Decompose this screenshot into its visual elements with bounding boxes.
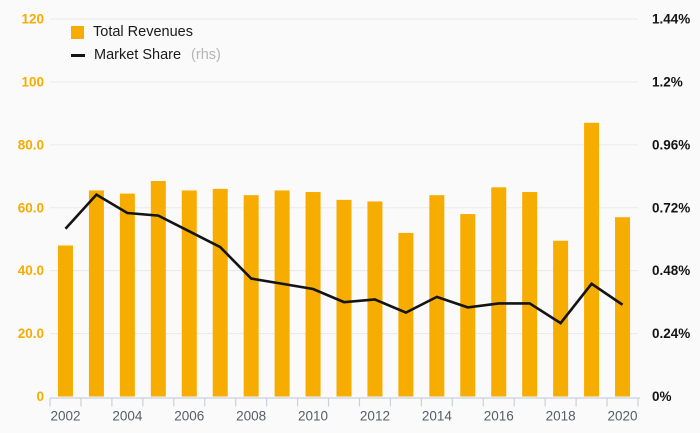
y-axis-left-label: 20.0 bbox=[18, 326, 44, 341]
bar-2013 bbox=[398, 232, 414, 397]
legend-label-market-share: Market Share bbox=[94, 47, 182, 63]
x-axis-label-2012: 2012 bbox=[360, 409, 390, 424]
bar-2003 bbox=[88, 190, 104, 397]
x-axis-label-2018: 2018 bbox=[546, 409, 576, 424]
bar-2015 bbox=[460, 214, 476, 397]
market-share-line-icon bbox=[71, 54, 85, 57]
legend-label-total-revenues: Total Revenues bbox=[93, 24, 193, 40]
bar-2019 bbox=[584, 122, 600, 397]
y-axis-left-label: 80.0 bbox=[18, 137, 44, 152]
y-axis-right-label: 0.96% bbox=[652, 137, 690, 152]
bar-2018 bbox=[553, 240, 569, 397]
x-axis-label-2010: 2010 bbox=[298, 409, 328, 424]
x-axis-label-2008: 2008 bbox=[236, 409, 266, 424]
x-axis-label-2004: 2004 bbox=[112, 409, 143, 424]
y-axis-right-label: 0.72% bbox=[652, 200, 690, 215]
bar-2016 bbox=[491, 187, 507, 397]
x-axis-label-2002: 2002 bbox=[50, 409, 80, 424]
legend: Total Revenues Market Share (rhs) bbox=[71, 24, 221, 64]
bar-2011 bbox=[336, 199, 352, 397]
bar-2006 bbox=[181, 190, 197, 397]
y-axis-left-label: 100 bbox=[21, 74, 44, 89]
bar-2017 bbox=[522, 192, 538, 397]
y-axis-left-label: 0 bbox=[36, 389, 44, 404]
x-axis-label-2016: 2016 bbox=[484, 409, 514, 424]
x-axis-label-2014: 2014 bbox=[422, 409, 453, 424]
bar-2002 bbox=[57, 245, 73, 397]
y-axis-left-label: 120 bbox=[21, 12, 44, 27]
y-axis-right-label: 0.48% bbox=[652, 263, 690, 278]
y-axis-right-label: 0% bbox=[652, 389, 672, 404]
market-share-line bbox=[64, 192, 624, 325]
y-axis-right-label: 1.44% bbox=[652, 12, 690, 27]
bar-2009 bbox=[274, 190, 290, 397]
y-axis-right-label: 1.2% bbox=[652, 74, 683, 89]
y-axis-right-label: 0.24% bbox=[652, 326, 690, 341]
bar-2020 bbox=[615, 217, 631, 397]
bar-2007 bbox=[212, 188, 228, 397]
legend-item-total-revenues: Total Revenues bbox=[71, 24, 221, 41]
legend-item-market-share: Market Share (rhs) bbox=[71, 47, 221, 64]
y-axis-left-label: 40.0 bbox=[18, 263, 44, 278]
bar-2010 bbox=[305, 192, 321, 397]
x-axis-label-2020: 2020 bbox=[608, 409, 638, 424]
legend-rhs-note: (rhs) bbox=[191, 47, 221, 63]
x-axis-label-2006: 2006 bbox=[174, 409, 204, 424]
bar-2005 bbox=[150, 181, 166, 397]
y-axis-left-label: 60.0 bbox=[18, 200, 44, 215]
bar-2008 bbox=[243, 195, 259, 397]
total-revenues-swatch-icon bbox=[71, 26, 84, 39]
bar-2004 bbox=[119, 193, 135, 397]
